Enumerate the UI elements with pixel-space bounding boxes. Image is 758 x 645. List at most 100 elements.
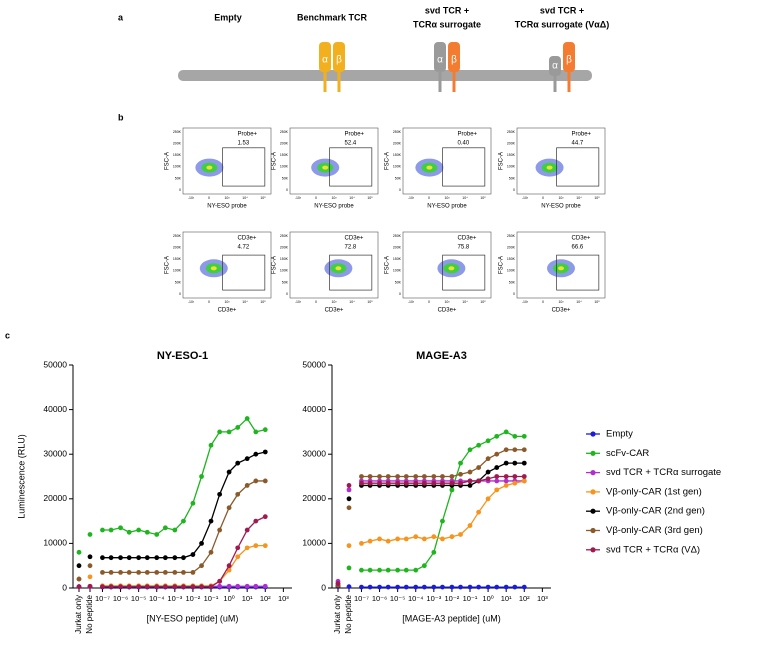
x-tick-label: 10⁻⁴ bbox=[408, 594, 424, 603]
flow-y-tick-label: 50K bbox=[282, 280, 289, 284]
data-point bbox=[449, 534, 455, 540]
gate-name: CD3e+ bbox=[238, 236, 257, 242]
flow-x-tick-label: 10⁵ bbox=[260, 300, 266, 304]
data-point bbox=[154, 555, 160, 561]
data-point bbox=[253, 478, 259, 484]
data-point bbox=[217, 578, 223, 584]
flow-x-label: CD3e+ bbox=[438, 308, 457, 314]
data-point bbox=[253, 451, 259, 457]
flow-y-tick-label: 100K bbox=[507, 165, 516, 169]
data-point bbox=[485, 456, 491, 462]
flow-y-tick-label: 200K bbox=[173, 246, 182, 250]
flow-y-tick-label: 100K bbox=[280, 269, 289, 273]
data-point bbox=[512, 480, 518, 486]
chain bbox=[434, 42, 446, 72]
y-tick-label: 10000 bbox=[302, 538, 326, 548]
data-point bbox=[494, 465, 500, 470]
control-point bbox=[87, 574, 93, 580]
flow-y-label: FSC-A bbox=[499, 256, 505, 274]
x-tick-label: 10⁻² bbox=[186, 594, 201, 603]
flow-y-tick-label: 150K bbox=[393, 257, 402, 261]
flow-y-tick-label: 50K bbox=[282, 176, 289, 180]
chart-title: MAGE-A3 bbox=[416, 350, 467, 362]
data-point bbox=[359, 480, 364, 486]
series-line bbox=[102, 516, 266, 588]
data-point bbox=[385, 538, 391, 544]
data-point bbox=[262, 478, 268, 484]
data-point bbox=[403, 474, 409, 479]
data-point bbox=[172, 569, 178, 575]
data-point bbox=[235, 491, 241, 497]
flow-y-tick-label: 200K bbox=[280, 142, 289, 146]
flow-x-tick-label: 0 bbox=[428, 196, 430, 200]
series-line bbox=[361, 480, 525, 545]
data-point bbox=[367, 584, 373, 590]
control-label: Jurkat only bbox=[74, 595, 83, 634]
data-point bbox=[440, 518, 445, 524]
control-point bbox=[335, 581, 341, 586]
data-point bbox=[244, 583, 250, 589]
gate-name: Probe+ bbox=[572, 132, 592, 138]
data-point bbox=[244, 456, 250, 462]
control-point bbox=[87, 563, 93, 569]
flow-density bbox=[322, 165, 329, 170]
chain bbox=[319, 42, 331, 72]
data-point bbox=[190, 584, 196, 590]
data-point bbox=[154, 569, 160, 575]
flow-y-tick-label: 250K bbox=[173, 234, 182, 238]
data-point bbox=[253, 518, 259, 524]
data-point bbox=[512, 584, 518, 590]
data-point bbox=[403, 536, 409, 542]
gate-value: 52.4 bbox=[345, 141, 357, 147]
gate-name: CD3e+ bbox=[572, 236, 591, 242]
control-point bbox=[346, 565, 352, 571]
flow-x-tick-label: 10⁴ bbox=[349, 300, 355, 304]
data-point bbox=[367, 538, 373, 544]
flow-y-tick-label: 50K bbox=[175, 176, 182, 180]
data-point bbox=[172, 555, 178, 561]
data-point bbox=[503, 483, 509, 488]
data-point bbox=[126, 555, 132, 561]
flow-y-tick-label: 250K bbox=[280, 234, 289, 238]
construct-label: TCRα surrogate (VαΔ) bbox=[515, 19, 610, 29]
data-point bbox=[395, 567, 401, 573]
flow-x-tick-label: 0 bbox=[428, 300, 430, 304]
x-tick-label: 10⁻⁴ bbox=[149, 594, 165, 603]
data-point bbox=[118, 555, 123, 561]
control-label: No peptide bbox=[85, 594, 94, 633]
data-point bbox=[421, 480, 427, 486]
data-point bbox=[512, 460, 518, 466]
construct-label: TCRα surrogate bbox=[413, 19, 481, 29]
data-point bbox=[494, 584, 500, 590]
control-point bbox=[76, 563, 82, 569]
flow-plot-frame bbox=[516, 127, 606, 195]
data-point bbox=[262, 449, 268, 455]
data-point bbox=[413, 474, 419, 479]
data-point bbox=[100, 569, 105, 575]
flow-y-tick-label: 100K bbox=[393, 269, 402, 273]
legend-label: svd TCR + TCRα surrogate bbox=[606, 467, 721, 478]
data-point bbox=[440, 474, 445, 479]
data-point bbox=[136, 569, 142, 575]
flow-y-tick-label: 150K bbox=[280, 153, 289, 157]
flow-x-tick-label: -10³ bbox=[295, 300, 302, 304]
data-point bbox=[494, 451, 500, 457]
flow-y-tick-label: 150K bbox=[507, 257, 516, 261]
data-point bbox=[377, 567, 382, 573]
data-point bbox=[136, 527, 142, 533]
flow-y-tick-label: 150K bbox=[280, 257, 289, 261]
gate bbox=[329, 254, 373, 291]
data-point bbox=[199, 563, 204, 569]
data-point bbox=[485, 584, 491, 590]
gate-name: Probe+ bbox=[238, 132, 258, 138]
flow-y-tick-label: 200K bbox=[173, 142, 182, 146]
data-point bbox=[108, 555, 114, 561]
flow-plot-frame bbox=[402, 127, 492, 195]
construct-label: Empty bbox=[214, 12, 242, 22]
data-point bbox=[503, 474, 509, 479]
flow-x-tick-label: 0 bbox=[542, 196, 544, 200]
flow-x-label: NY-ESO probe bbox=[207, 204, 247, 210]
x-tick-label: 10⁰ bbox=[223, 594, 234, 603]
gate-name: Probe+ bbox=[345, 132, 365, 138]
data-point bbox=[431, 480, 437, 486]
